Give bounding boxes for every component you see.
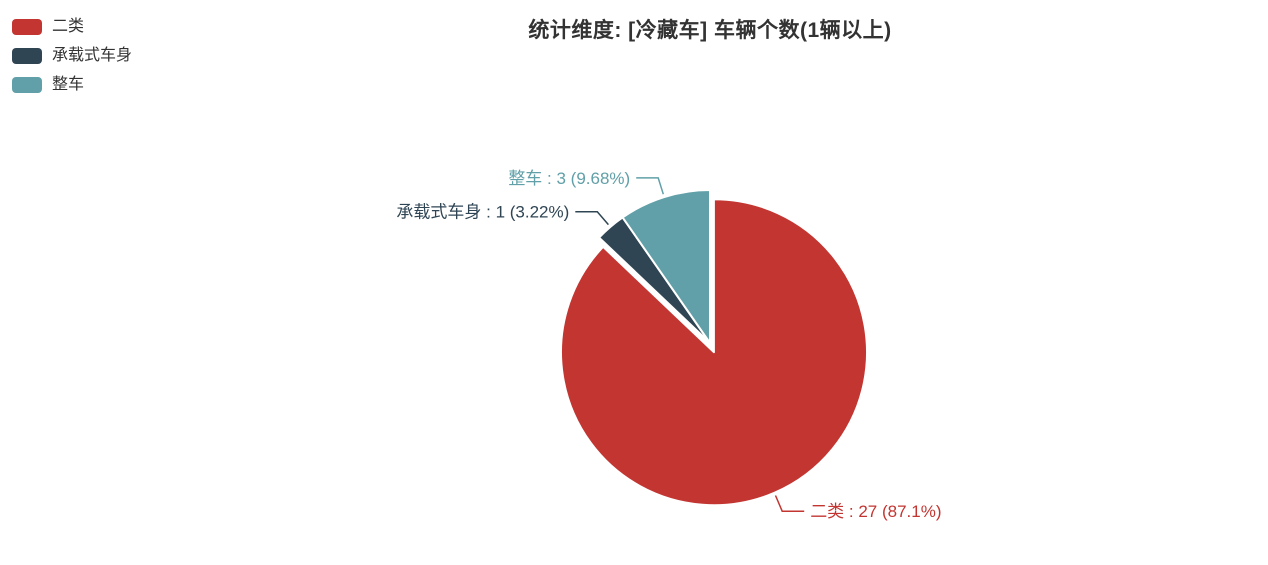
label-leader-line <box>636 177 665 195</box>
pie-slice-0[interactable] <box>560 198 868 507</box>
pie-slice-2[interactable] <box>621 189 711 344</box>
legend-label: 整车 <box>52 76 85 93</box>
chart-title: 统计维度: [冷藏车] 车辆个数(1辆以上) <box>528 19 892 42</box>
legend-item-erlei[interactable]: 二类 <box>12 19 132 35</box>
legend-item-zhengche[interactable]: 整车 <box>12 77 132 93</box>
label-leader-line <box>575 210 609 226</box>
slice-label: 二类 : 27 (87.1%) <box>810 502 941 521</box>
legend: 二类 承载式车身 整车 <box>12 19 132 106</box>
slice-label: 承载式车身 : 1 (3.22%) <box>396 203 569 222</box>
legend-swatch-icon <box>12 77 42 93</box>
label-leader-line <box>774 495 805 512</box>
slice-label: 整车 : 3 (9.68%) <box>508 169 630 188</box>
legend-swatch-icon <box>12 48 42 64</box>
legend-item-chengzaishi-cheshen[interactable]: 承载式车身 <box>12 48 132 64</box>
legend-label: 二类 <box>52 18 85 35</box>
legend-swatch-icon <box>12 19 42 35</box>
legend-label: 承载式车身 <box>52 47 133 64</box>
